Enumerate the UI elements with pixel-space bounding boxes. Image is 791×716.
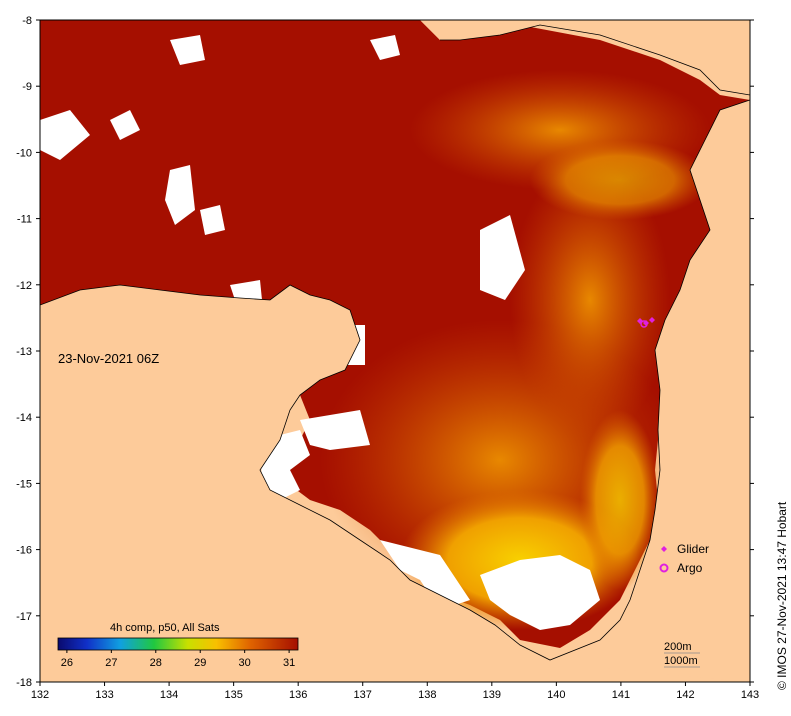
copyright-credit: © IMOS 27-Nov-2021 13:47 Hobart xyxy=(775,501,789,690)
colorbar-ticks: 26 27 28 29 30 31 xyxy=(61,650,295,669)
y-axis: -8 -9 -10 -11 -12 -13 -14 -15 -16 -17 -18 xyxy=(16,15,754,689)
colorbar-tick-label: 27 xyxy=(105,657,117,669)
y-tick-label: -18 xyxy=(16,677,32,689)
colorbar-tick-label: 28 xyxy=(150,657,162,669)
colorbar-tick-label: 29 xyxy=(194,657,206,669)
x-tick-label: 135 xyxy=(224,689,242,701)
ring-icon xyxy=(659,563,669,573)
y-tick-label: -9 xyxy=(22,81,32,93)
y-tick-label: -12 xyxy=(16,280,32,292)
colorbar-tick-label: 30 xyxy=(239,657,251,669)
colorbar-gradient xyxy=(57,637,299,651)
no-data-areas xyxy=(40,35,660,630)
timestamp-label: 23-Nov-2021 06Z xyxy=(58,351,159,366)
diamond-icon xyxy=(661,546,667,552)
observation-markers xyxy=(637,317,655,328)
coastline xyxy=(40,99,750,661)
y-tick-label: -17 xyxy=(16,611,32,623)
y-tick-label: -8 xyxy=(22,15,32,27)
sst-field xyxy=(40,20,750,682)
x-tick-label: 143 xyxy=(741,689,759,701)
gulf-warm-mid-2 xyxy=(510,160,670,440)
x-tick-label: 137 xyxy=(354,689,372,701)
x-tick-label: 139 xyxy=(483,689,501,701)
x-tick-label: 136 xyxy=(289,689,307,701)
colorbar-tick-label: 31 xyxy=(283,657,295,669)
y-tick-label: -16 xyxy=(16,545,32,557)
depth-200m-label: 200m xyxy=(664,641,692,653)
depth-1000m-label: 1000m xyxy=(664,655,698,667)
x-tick-label: 142 xyxy=(676,689,694,701)
north-coast-land xyxy=(420,20,750,95)
platform-legend: Glider Argo xyxy=(659,542,709,575)
y-tick-label: -11 xyxy=(17,214,32,226)
x-tick-label: 141 xyxy=(612,689,630,701)
x-axis: 132 133 134 135 136 137 138 139 140 141 142 143 xyxy=(31,682,759,701)
y-tick-label: -13 xyxy=(16,346,32,358)
cape-york-land xyxy=(540,100,750,682)
legend-argo-label: Argo xyxy=(677,561,703,575)
colorbar: 4h comp, p50, All Sats 26 27 28 29 30 31 xyxy=(57,622,299,669)
north-coastline xyxy=(440,24,750,96)
depth-contour-legend: 200m 1000m xyxy=(664,641,700,668)
x-tick-label: 138 xyxy=(418,689,436,701)
colorbar-title: 4h comp, p50, All Sats xyxy=(110,622,220,634)
colorbar-tick-label: 26 xyxy=(61,657,73,669)
south-coast-land xyxy=(40,285,750,682)
legend-glider-label: Glider xyxy=(677,542,709,556)
x-tick-label: 133 xyxy=(95,689,113,701)
x-tick-label: 140 xyxy=(547,689,565,701)
x-tick-label: 132 xyxy=(31,689,49,701)
y-tick-label: -14 xyxy=(16,412,32,424)
north-warm-2 xyxy=(530,140,710,220)
x-tick-label: 134 xyxy=(160,689,178,701)
y-tick-label: -10 xyxy=(16,147,32,159)
y-tick-label: -15 xyxy=(16,478,32,490)
gulf-warm-east xyxy=(580,410,660,590)
